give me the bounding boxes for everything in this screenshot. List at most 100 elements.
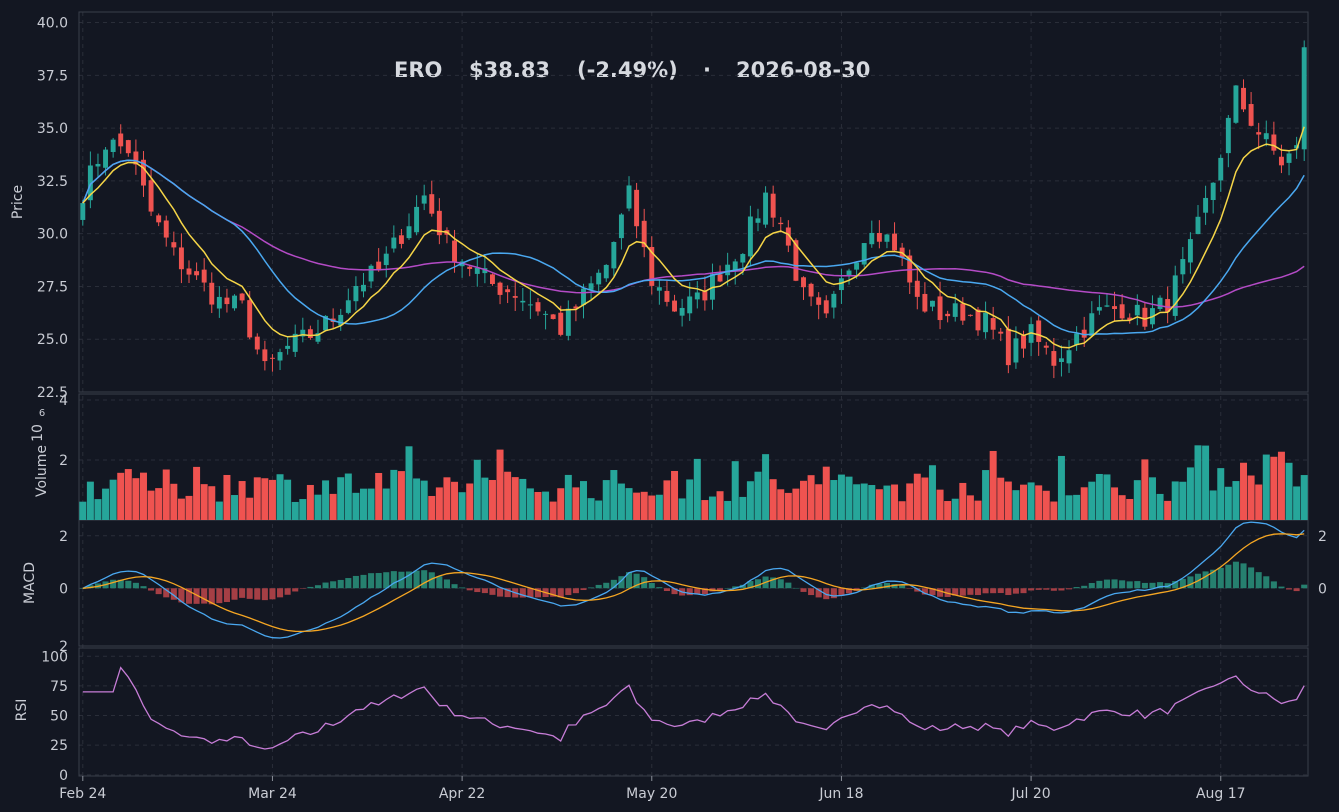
volume-bar bbox=[473, 459, 481, 520]
candle-body bbox=[535, 302, 541, 312]
macd-hist-bar bbox=[625, 572, 633, 589]
volume-bar bbox=[655, 494, 663, 520]
candle-body bbox=[80, 203, 86, 220]
macd-hist-bar bbox=[481, 588, 488, 594]
volume-bar bbox=[837, 474, 845, 520]
volume-tick-label: 2 bbox=[59, 453, 68, 469]
macd-hist-bar bbox=[929, 588, 936, 596]
macd-hist-bar bbox=[170, 588, 177, 600]
volume-bar bbox=[1164, 500, 1172, 520]
volume-bar bbox=[595, 500, 603, 520]
chart-title-date: 2026-08-30 bbox=[736, 58, 870, 82]
macd-hist-bar bbox=[906, 588, 913, 589]
chart-title-separator: · bbox=[703, 58, 711, 82]
volume-bar bbox=[344, 473, 352, 520]
macd-hist-bar bbox=[656, 587, 663, 589]
candle-body bbox=[194, 271, 200, 276]
macd-hist-bar bbox=[1005, 588, 1012, 596]
candle-body bbox=[755, 218, 761, 223]
candle-body bbox=[1271, 134, 1277, 151]
volume-bar bbox=[830, 480, 838, 520]
volume-bar bbox=[845, 476, 853, 520]
candle-body bbox=[725, 264, 731, 276]
macd-hist-bar bbox=[368, 573, 375, 589]
macd-hist-bar bbox=[1270, 581, 1277, 589]
macd-hist-bar bbox=[163, 588, 170, 598]
volume-bar bbox=[117, 472, 125, 520]
macd-hist-bar bbox=[1134, 581, 1141, 589]
volume-bar bbox=[860, 483, 868, 520]
volume-bar bbox=[276, 474, 284, 520]
macd-hist-bar bbox=[1103, 579, 1110, 589]
candle-body bbox=[679, 307, 685, 316]
volume-bar bbox=[534, 491, 542, 520]
candle-body bbox=[391, 237, 397, 249]
macd-tick-label: 2 bbox=[59, 529, 68, 545]
volume-bar bbox=[102, 488, 110, 520]
candle-body bbox=[133, 151, 139, 165]
macd-hist-bar bbox=[314, 585, 322, 589]
macd-hist-bar bbox=[428, 572, 435, 589]
volume-bar bbox=[959, 482, 967, 520]
volume-bar bbox=[261, 478, 269, 520]
candle-body bbox=[95, 163, 101, 167]
candle-body bbox=[232, 295, 237, 309]
volume-bar bbox=[170, 483, 178, 520]
macd-hist-bar bbox=[565, 588, 572, 596]
macd-hist-bar bbox=[959, 588, 966, 596]
candle-body bbox=[558, 312, 564, 335]
volume-bar bbox=[1057, 455, 1065, 520]
candle-body bbox=[1089, 313, 1095, 336]
volume-bar bbox=[291, 501, 299, 520]
macd-hist-bar bbox=[1088, 583, 1095, 589]
macd-hist-bar bbox=[921, 588, 928, 595]
volume-bar bbox=[982, 470, 990, 520]
macd-hist-bar bbox=[534, 588, 542, 598]
price-tick-label: 30.0 bbox=[37, 227, 68, 243]
candle-body bbox=[1187, 239, 1193, 263]
candle-body bbox=[103, 149, 109, 168]
volume-bar bbox=[466, 483, 474, 520]
candle-body bbox=[732, 261, 738, 271]
rsi-tick-label: 100 bbox=[41, 649, 68, 665]
macd-hist-bar bbox=[201, 588, 208, 604]
macd-hist-bar bbox=[451, 584, 458, 589]
macd-hist-bar bbox=[876, 583, 883, 589]
macd-hist-bar bbox=[967, 588, 974, 595]
price-tick-label: 32.5 bbox=[37, 174, 68, 190]
candle-body bbox=[581, 288, 586, 306]
price-tick-label: 35.0 bbox=[37, 121, 68, 137]
volume-bar bbox=[633, 492, 641, 520]
macd-hist-bar bbox=[785, 582, 792, 589]
volume-bar bbox=[1035, 485, 1043, 520]
candle-body bbox=[1074, 333, 1080, 345]
volume-bar bbox=[1065, 495, 1073, 520]
volume-bar bbox=[1118, 495, 1126, 520]
volume-bar bbox=[223, 474, 231, 520]
volume-bar bbox=[807, 475, 815, 520]
candle-body bbox=[641, 220, 647, 248]
candle-body bbox=[816, 297, 822, 305]
candle-body bbox=[626, 185, 632, 209]
macd-hist-bar bbox=[1263, 576, 1270, 589]
macd-hist-bar bbox=[1293, 588, 1300, 592]
candle-body bbox=[763, 192, 769, 225]
macd-hist-bar bbox=[618, 576, 625, 589]
volume-bar bbox=[337, 477, 345, 520]
macd-hist-bar bbox=[1240, 563, 1247, 589]
macd-hist-bar bbox=[1187, 576, 1194, 589]
candle-body bbox=[512, 296, 518, 298]
macd-hist-bar bbox=[1020, 588, 1027, 594]
volume-bar bbox=[906, 483, 914, 520]
macd-hist-bar bbox=[648, 583, 655, 589]
candle-body bbox=[1119, 304, 1125, 319]
candle-body bbox=[922, 293, 928, 312]
candle-body bbox=[1013, 338, 1019, 363]
macd-hist-bar bbox=[990, 588, 997, 594]
macd-hist-bar bbox=[974, 588, 982, 596]
candle-body bbox=[361, 284, 366, 292]
candle-body bbox=[1058, 358, 1064, 362]
volume-bar bbox=[382, 488, 390, 520]
candle-body bbox=[1104, 305, 1110, 307]
macd-hist-bar bbox=[413, 570, 420, 589]
